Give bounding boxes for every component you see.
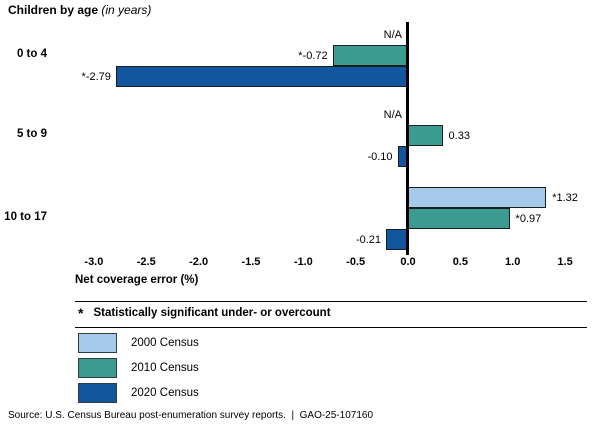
chart-title: Children by age (in years) [8,3,151,17]
category-label-0-to-4: 0 to 4 [16,47,47,60]
value-label: *-0.72 [298,50,328,62]
value-label: -0.10 [367,151,393,163]
value-label: *1.32 [552,192,578,204]
legend-swatch-2020-Census [78,383,117,403]
legend-swatch-2000-Census [78,333,117,353]
x-axis-title: Net coverage error (%) [75,274,199,286]
zero-axis-line [406,22,409,255]
bar-2010-Census-0-to-4 [332,45,408,66]
note-divider-top [75,301,587,302]
na-label-5-to-9: N/A [383,109,402,121]
value-label: *0.97 [515,213,542,225]
bar-2020-Census-10-to-17 [386,229,408,250]
na-label-0-to-4: N/A [383,29,402,41]
bar-2020-Census-0-to-4 [115,66,408,87]
x-tick-0.5: 0.5 [452,256,468,268]
category-label-5-to-9: 5 to 9 [16,127,47,140]
chart-title-units: (in years) [101,3,152,17]
value-label: *-2.79 [81,71,111,83]
x-tick--1.0: -1.0 [293,256,313,268]
note-divider-bottom [75,327,587,328]
x-tick--3.0: -3.0 [84,256,104,268]
chart-title-main: Children by age [8,3,99,17]
value-label: -0.21 [355,234,382,246]
x-tick-1.5: 1.5 [557,256,573,268]
asterisk-icon: * [78,305,84,321]
bar-2000-Census-10-to-17 [408,187,547,208]
x-tick-1.0: 1.0 [505,256,521,268]
bar-2010-Census-5-to-9 [408,125,443,146]
legend-label-2010-Census: 2010 Census [131,362,199,374]
source-line: Source: U.S. Census Bureau post-enumerat… [8,410,373,421]
x-tick--2.5: -2.5 [136,256,156,268]
x-tick--0.5: -0.5 [346,256,366,268]
legend-label-2020-Census: 2020 Census [131,387,199,399]
x-tick--2.0: -2.0 [189,256,209,268]
legend-label-2000-Census: 2000 Census [131,337,199,349]
value-label: 0.33 [448,130,470,142]
significance-note-text: Statistically significant under- or over… [93,307,331,319]
x-tick-0.0: 0.0 [400,256,416,268]
significance-note: * Statistically significant under- or ov… [78,306,331,320]
category-label-10-to-17: 10 to 17 [4,210,47,223]
bar-2010-Census-10-to-17 [408,208,510,229]
x-tick--1.5: -1.5 [241,256,261,268]
legend-swatch-2010-Census [78,358,117,378]
